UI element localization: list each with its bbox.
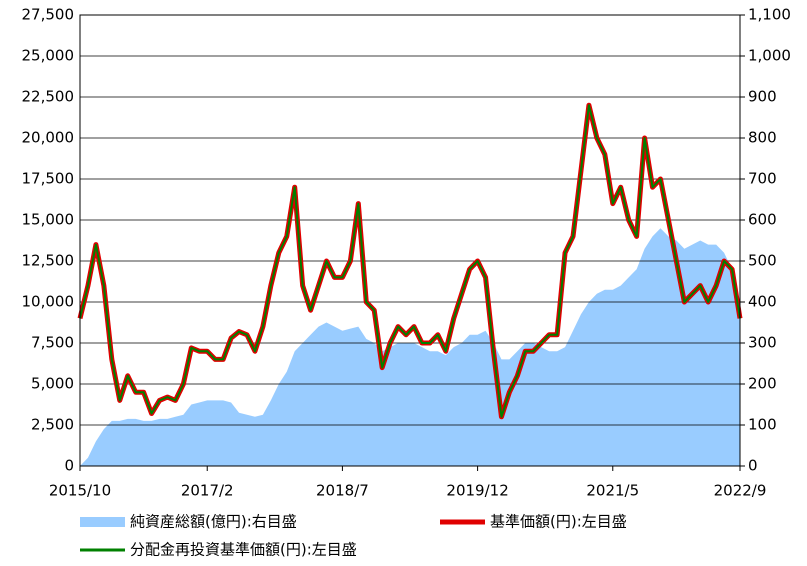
y2-tick-label: 400 <box>748 293 777 311</box>
area <box>80 228 740 466</box>
y-tick-label: 12,500 <box>22 252 75 270</box>
y2-tick-label: 1,100 <box>748 6 791 24</box>
legend-label: 基準価額(円):左目盛 <box>490 513 627 531</box>
x-tick-label: 2015/10 <box>49 482 111 500</box>
y-tick-label: 5,000 <box>31 375 74 393</box>
y2-tick-label: 100 <box>748 416 777 434</box>
x-tick-label: 2019/12 <box>446 482 508 500</box>
y2-tick-label: 300 <box>748 334 777 352</box>
y2-tick-label: 900 <box>748 88 777 106</box>
y2-tick-label: 0 <box>748 457 758 475</box>
y-tick-label: 17,500 <box>22 170 75 188</box>
y-tick-label: 22,500 <box>22 88 75 106</box>
line <box>79 104 741 418</box>
plot-frame <box>79 14 741 467</box>
x-tick-label: 2018/7 <box>316 482 369 500</box>
legend-swatch <box>80 517 125 527</box>
legend-label: 分配金再投資基準価額(円):左目盛 <box>130 541 357 559</box>
y2-tick-label: 200 <box>748 375 777 393</box>
y-tick-label: 25,000 <box>22 47 75 65</box>
y-tick-label: 7,500 <box>31 334 74 352</box>
y-tick-label: 10,000 <box>22 293 75 311</box>
y-tick-label: 15,000 <box>22 211 75 229</box>
y-tick-label: 27,500 <box>22 6 75 24</box>
y2-tick-label: 600 <box>748 211 777 229</box>
y-tick-label: 20,000 <box>22 129 75 147</box>
x-tick-label: 2022/9 <box>714 482 767 500</box>
y2-tick-label: 1,000 <box>748 47 791 65</box>
x-tick-label: 2017/2 <box>181 482 234 500</box>
x-tick-label: 2021/5 <box>586 482 639 500</box>
y2-tick-label: 800 <box>748 129 777 147</box>
legend-label: 純資産総額(億円):右目盛 <box>130 513 297 531</box>
y-tick-label: 0 <box>64 457 74 475</box>
y2-tick-label: 700 <box>748 170 777 188</box>
y2-tick-label: 500 <box>748 252 777 270</box>
y-tick-label: 2,500 <box>31 416 74 434</box>
